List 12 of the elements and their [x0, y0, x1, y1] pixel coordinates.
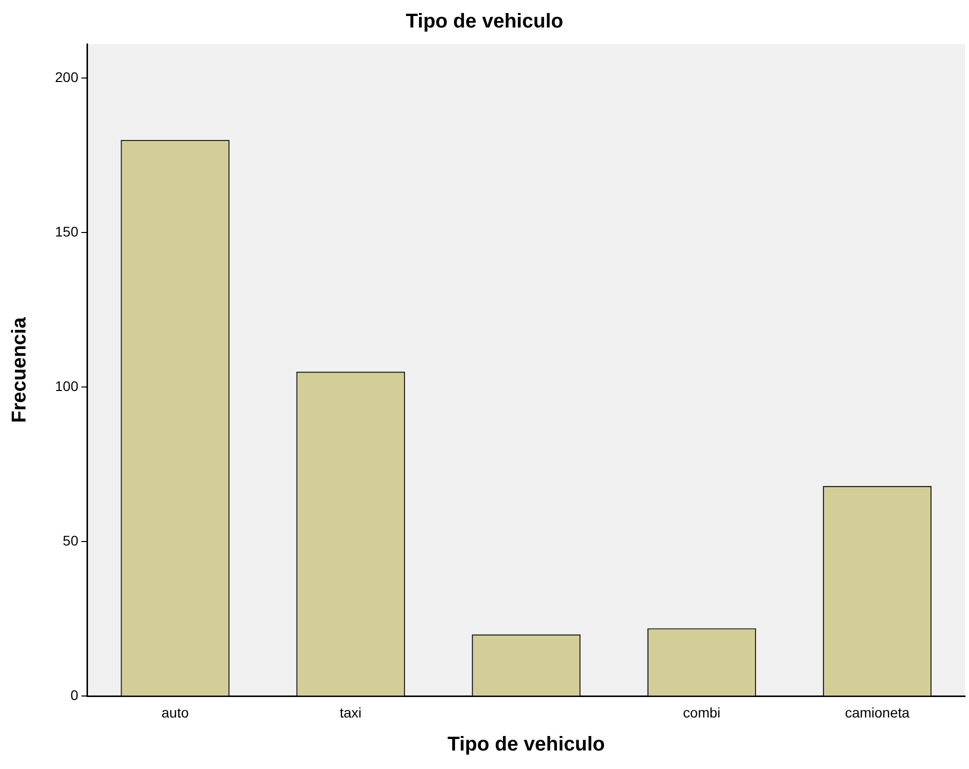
- y-tick-label: 50: [62, 532, 79, 549]
- x-tick-label: combi: [683, 704, 720, 720]
- x-tick-label: auto: [162, 704, 189, 720]
- y-tick-label: 200: [55, 68, 79, 85]
- y-tick-label: 100: [55, 378, 79, 394]
- x-axis-title: Tipo de vehiculo: [447, 734, 605, 756]
- x-tick-label: taxi: [340, 704, 362, 720]
- chart-title: Tipo de vehiculo: [406, 10, 564, 33]
- x-tick-label: camioneta: [844, 704, 910, 720]
- y-tick-label: 150: [55, 223, 79, 240]
- y-axis-title: Frecuencia: [8, 316, 31, 423]
- y-tick-label: 0: [70, 687, 79, 704]
